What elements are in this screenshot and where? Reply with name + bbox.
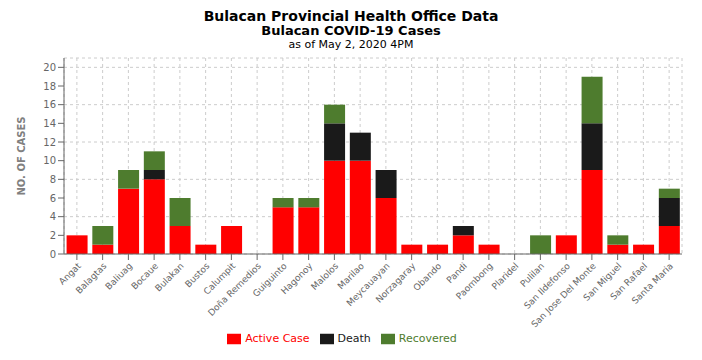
svg-text:Baliuag: Baliuag (103, 261, 134, 292)
svg-text:Obando: Obando (411, 260, 443, 292)
svg-text:Plaridel: Plaridel (490, 261, 521, 292)
html-text:Active Case: Active Case (245, 331, 310, 345)
svg-text:San Rafael: San Rafael (608, 260, 650, 302)
svg-text:Pandi: Pandi (445, 261, 469, 285)
svg-text:Paombong: Paombong (454, 261, 495, 302)
svg-text:Meycauayan: Meycauayan (345, 261, 392, 308)
svg-text:0: 0 (50, 248, 56, 259)
svg-text:12: 12 (43, 136, 56, 147)
html-text:as of May 2, 2020 4PM: as of May 2, 2020 4PM (288, 38, 414, 51)
svg-text:10: 10 (43, 155, 56, 166)
svg-text:4: 4 (50, 211, 56, 222)
svg-text:6: 6 (50, 192, 56, 203)
svg-text:20: 20 (43, 62, 56, 73)
svg-text:Balagtas: Balagtas (74, 260, 109, 295)
html-text:Bulacan Provincial Health Offi: Bulacan Provincial Health Office Data (203, 8, 499, 24)
svg-text:San Jose Del Monte: San Jose Del Monte (529, 260, 598, 330)
svg-text:Guiguinto: Guiguinto (250, 260, 289, 299)
html-text:Bulacan COVID-19 Cases: Bulacan COVID-19 Cases (261, 23, 441, 39)
svg-text:Bulakan: Bulakan (153, 261, 186, 294)
svg-text:Pulilan: Pulilan (518, 260, 547, 289)
svg-text:2: 2 (50, 230, 56, 241)
svg-text:8: 8 (50, 174, 56, 185)
svg-text:Norzagaray: Norzagaray (374, 260, 418, 304)
svg-text:18: 18 (43, 80, 56, 91)
svg-text:Angat: Angat (56, 260, 83, 287)
svg-text:14: 14 (43, 118, 56, 129)
html-text:Death: Death (337, 331, 371, 345)
svg-text:Calumpit: Calumpit (201, 260, 238, 297)
svg-text:16: 16 (43, 99, 56, 110)
html-text:Recovered: Recovered (398, 331, 457, 345)
svg-text:Hagonoy: Hagonoy (279, 260, 315, 296)
svg-text:Bocaue: Bocaue (129, 260, 161, 292)
svg-text:NO. OF CASES: NO. OF CASES (16, 116, 27, 195)
svg-text:Santa Maria: Santa Maria (630, 261, 675, 306)
svg-text:San Miguel: San Miguel (581, 260, 624, 303)
svg-text:Malolos: Malolos (309, 260, 340, 291)
svg-text:San Ildefonso: San Ildefonso (522, 260, 573, 311)
svg-text:Bustos: Bustos (183, 260, 212, 289)
svg-text:Marilao: Marilao (335, 260, 367, 291)
svg-text:Doña Remedios: Doña Remedios (206, 260, 264, 318)
